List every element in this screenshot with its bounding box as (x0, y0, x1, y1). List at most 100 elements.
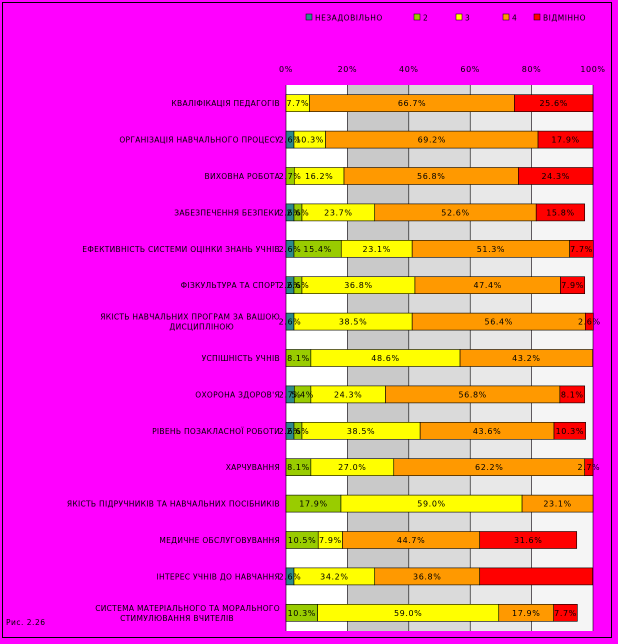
data-label: 15.4% (303, 245, 331, 254)
category-label: РІВЕНЬ ПОЗАКЛАСНОЇ РОБОТИ (152, 427, 280, 436)
bar-segment (479, 567, 593, 586)
data-label: 2.6% (279, 208, 302, 217)
category-label: ЯКІСТЬ ПІДРУЧНИКІВ ТА НАВЧАЛЬНИХ ПОСІБНИ… (67, 500, 280, 509)
data-label: 27.0% (338, 463, 366, 472)
bar-segment (560, 276, 586, 295)
x-tick-label: 60% (460, 65, 480, 74)
data-label: 2.6% (578, 318, 601, 327)
bar-segment (479, 531, 578, 549)
category-label: КВАЛІФІКАЦІЯ ПЕДАГОГІВ (171, 99, 280, 108)
figure-caption: Рис. 2.26 (6, 618, 46, 627)
data-label: 56.8% (417, 172, 445, 181)
data-label: 10.3% (296, 136, 324, 145)
legend-swatch (455, 13, 463, 21)
data-label: 69.2% (418, 136, 446, 145)
data-label: 34.2% (320, 572, 348, 581)
data-label: 31.6% (514, 536, 542, 545)
data-label: 25.6% (539, 99, 567, 108)
legend-swatch (305, 13, 313, 21)
data-label: 2.6% (279, 427, 302, 436)
data-label: 2.6% (287, 208, 310, 217)
data-label: 23.1% (363, 245, 391, 254)
legend-swatch (533, 13, 541, 21)
data-label: 10.3% (288, 609, 316, 618)
data-label: 36.8% (344, 281, 372, 290)
category-label: ОХОРОНА ЗДОРОВ'Я (195, 390, 280, 399)
data-label: 38.5% (339, 318, 367, 327)
category-label: ЗАБЕЗПЕЧЕННЯ БЕЗПЕКИ (174, 208, 280, 217)
data-labels: 7.7% 66.7% 25.6%2.6%10.3% 69.2% 17.9%2.7% 16.… (279, 99, 601, 618)
category-label: СИСТЕМА МАТЕРІАЛЬНОГО ТА МОРАЛЬНОГО СТИМУ… (95, 604, 280, 623)
legend-label: 3 (465, 14, 470, 23)
category-label: УСПІШНІСТЬ УЧНІВ (202, 354, 280, 363)
category-label: ЯКІСТЬ НАВЧАЛЬНИХ ПРОГРАМ ЗА ВАШОЮ ДИСЦИП… (100, 313, 280, 332)
legend: НЕЗАДОВІЛЬНО 2 3 4 ВІДМІННО (305, 13, 586, 23)
data-label: 36.8% (413, 572, 441, 581)
data-label: 59.0% (417, 500, 445, 509)
data-label: 5.4% (291, 390, 314, 399)
data-label: 17.9% (299, 500, 327, 509)
legend-label: НЕЗАДОВІЛЬНО (315, 14, 383, 23)
data-label: 52.6% (441, 208, 469, 217)
data-label: 24.3% (334, 390, 362, 399)
data-label: 2.6% (279, 318, 302, 327)
category-label: МЕДИЧНЕ ОБСЛУГОВУВАННЯ (159, 536, 280, 545)
data-label: 7.9% (561, 281, 584, 290)
data-label: 2.7% (279, 172, 302, 181)
bar-segment (521, 494, 594, 513)
data-label: 43.6% (473, 427, 501, 436)
data-label: 8.1% (561, 390, 584, 399)
data-label: 2.6% (279, 136, 302, 145)
data-label: 59.0% (394, 609, 422, 618)
data-label: 7.7% (570, 245, 593, 254)
data-label: 23.1% (543, 500, 571, 509)
data-label: 47.4% (473, 281, 501, 290)
data-label: 44.7% (397, 536, 425, 545)
bar-segment (585, 312, 594, 331)
bar-segment (569, 240, 594, 258)
bar-segment (584, 458, 594, 477)
bar-segment (553, 603, 578, 622)
data-label: 8.1% (287, 463, 310, 472)
data-label: 17.9% (551, 136, 579, 145)
x-axis-ticks: 0% 20% 40% 60% 80% 100% (279, 65, 605, 74)
category-label: ФІЗКУЛЬТУРА ТА СПОРТ (181, 281, 280, 290)
data-label: 51.3% (477, 245, 505, 254)
data-label: 16.2% (305, 172, 333, 181)
legend-swatch (502, 13, 510, 21)
data-label: 7.9% (319, 536, 342, 545)
data-label: 2.7% (279, 390, 302, 399)
bar-segment (537, 130, 594, 149)
data-label: 66.7% (398, 99, 426, 108)
data-label: 8.1% (287, 354, 310, 363)
data-label: 23.7% (324, 208, 352, 217)
x-tick-label: 20% (338, 65, 358, 74)
bars (285, 94, 594, 622)
data-label: 43.2% (512, 354, 540, 363)
data-label: 2.6% (279, 245, 302, 254)
bar-segment (514, 94, 594, 112)
legend-swatch (413, 13, 421, 21)
bar-segment (553, 421, 586, 440)
data-label: 62.2% (475, 463, 503, 472)
legend-label: ВІДМІННО (543, 14, 586, 23)
category-label: ВИХОВНА РОБОТА (205, 172, 281, 181)
data-label: 48.6% (371, 354, 399, 363)
x-tick-label: 100% (580, 65, 605, 74)
data-label: 2.6% (287, 281, 310, 290)
data-label: 38.5% (347, 427, 375, 436)
data-label: 2.6% (279, 281, 302, 290)
data-label: 10.3% (556, 427, 584, 436)
category-label: ІНТЕРЕС УЧНІВ ДО НАВЧАННЯ (157, 572, 280, 581)
bar-segment (559, 385, 586, 404)
legend-label: 2 (423, 14, 428, 23)
data-label: 10.5% (288, 536, 316, 545)
data-label: 17.9% (512, 609, 540, 618)
data-label: 2.7% (577, 463, 600, 472)
x-tick-label: 40% (399, 65, 419, 74)
data-label: 7.7% (286, 99, 309, 108)
x-tick-label: 80% (522, 65, 542, 74)
data-label: 15.8% (546, 208, 574, 217)
